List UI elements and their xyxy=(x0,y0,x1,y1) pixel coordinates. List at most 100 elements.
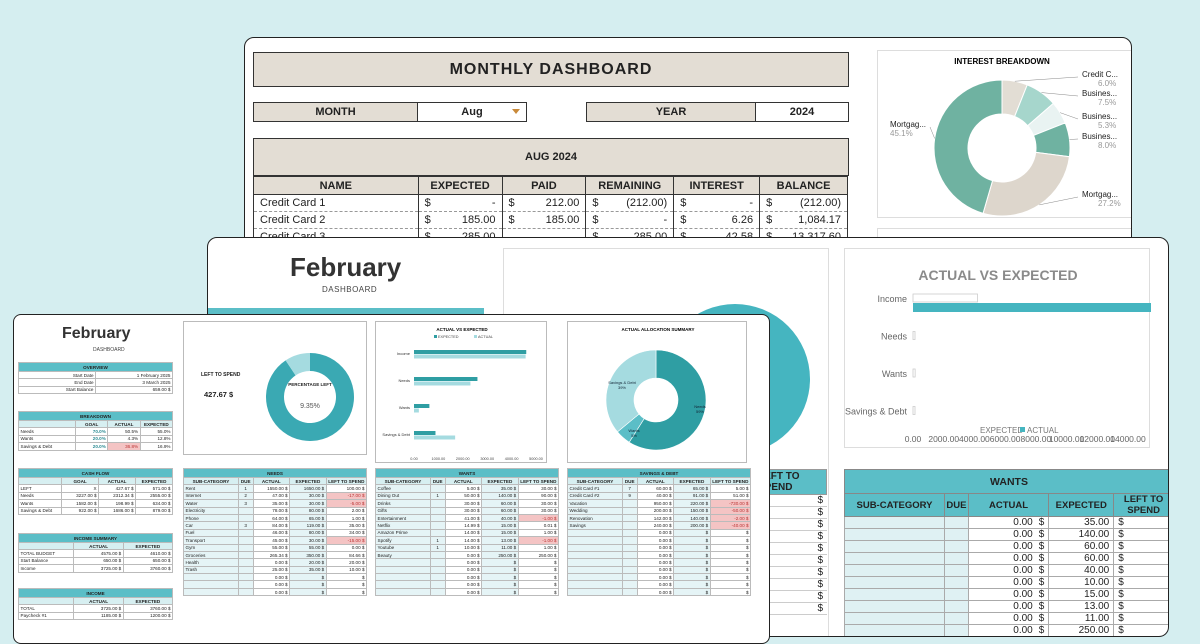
wants-subcategory[interactable]: Youtube xyxy=(375,543,431,552)
savings-expected[interactable]: $ xyxy=(673,536,711,545)
savings-subcategory[interactable] xyxy=(567,536,623,545)
savings-expected[interactable]: 150.00 $ xyxy=(673,506,711,515)
table-row[interactable]: TOTAL BUDGET 4575.00 $4610.00 $ xyxy=(17,549,174,558)
needs-due[interactable] xyxy=(237,536,254,545)
table-row[interactable]: Renovation 142.00 $140.00 $ -2.00 $ xyxy=(567,513,752,523)
large-wants-subcategory[interactable] xyxy=(843,612,946,625)
wants-subcategory[interactable] xyxy=(375,558,431,567)
savings-expected[interactable]: $ xyxy=(673,587,711,597)
savings-expected[interactable]: $ xyxy=(673,573,711,582)
wants-expected[interactable]: $ xyxy=(481,573,519,582)
savings-subcategory[interactable]: Renovation xyxy=(567,513,623,523)
needs-subcategory[interactable]: Trash xyxy=(183,565,239,575)
table-row[interactable]: Spotify 1 14.00 $13.00 $ -1.00 $ xyxy=(375,536,560,545)
wants-subcategory[interactable] xyxy=(375,565,431,575)
savings-subcategory[interactable]: Wedding xyxy=(567,506,623,515)
needs-due[interactable] xyxy=(237,573,254,582)
needs-expected[interactable]: 119.00 $ xyxy=(289,521,327,530)
table-row[interactable]: Savings & Debt 20.0% 36.8% 16.9% xyxy=(18,442,174,451)
needs-subcategory[interactable]: Groceries xyxy=(183,550,239,560)
needs-due[interactable] xyxy=(237,506,254,515)
wants-expected[interactable]: 250.00 $ xyxy=(481,550,519,560)
savings-subcategory[interactable] xyxy=(567,543,623,552)
table-row[interactable]: Coffee 5.00 $35.00 $30.00 $ xyxy=(375,484,560,493)
savings-due[interactable] xyxy=(621,573,638,582)
table-row[interactable]: Transport 45.00 $30.00 $ -15.00 $ xyxy=(183,536,368,545)
wants-due[interactable]: 1 xyxy=(429,491,446,501)
large-wants-subcategory[interactable] xyxy=(843,600,946,613)
table-row[interactable]: 0.00 $ $ $ xyxy=(567,573,752,582)
table-row[interactable]: Phone 64.00 $65.00 $1.00 $ xyxy=(183,513,368,523)
table-row[interactable]: Amazon Prime 14.00 $15.00 $1.00 $ xyxy=(375,528,560,538)
needs-expected[interactable]: 30.00 $ xyxy=(289,491,327,501)
needs-subcategory[interactable]: Health xyxy=(183,558,239,567)
table-row[interactable]: 0.00 $ $ $ xyxy=(183,587,368,597)
needs-subcategory[interactable]: Transport xyxy=(183,536,239,545)
needs-subcategory[interactable]: Phone xyxy=(183,513,239,523)
table-row[interactable]: 0.00 $ $ $ xyxy=(183,580,368,589)
wants-subcategory[interactable]: Entertainment xyxy=(375,513,431,523)
needs-subcategory[interactable] xyxy=(183,573,239,582)
savings-expected[interactable]: 140.00 $ xyxy=(673,513,711,523)
wants-expected[interactable]: $ xyxy=(481,580,519,589)
table-row[interactable]: Trash 25.00 $35.00 $10.00 $ xyxy=(183,565,368,575)
needs-expected[interactable]: 80.00 $ xyxy=(289,506,327,515)
wants-subcategory[interactable]: Drinks xyxy=(375,499,431,508)
wants-subcategory[interactable]: Coffee xyxy=(375,484,431,493)
table-row[interactable]: Health 0.00 $20.00 $20.00 $ xyxy=(183,558,368,567)
needs-expected[interactable]: 30.00 $ xyxy=(289,499,327,508)
needs-expected[interactable]: 20.00 $ xyxy=(289,558,327,567)
wants-due[interactable] xyxy=(429,580,446,589)
needs-subcategory[interactable]: Gym xyxy=(183,543,239,552)
savings-expected[interactable]: $ xyxy=(673,528,711,538)
year-field[interactable]: 2024 xyxy=(755,102,849,122)
needs-subcategory[interactable]: Car xyxy=(183,521,239,530)
large-wants-due[interactable] xyxy=(944,624,969,636)
wants-due[interactable] xyxy=(429,550,446,560)
table-row[interactable]: Dining Out 1 50.00 $140.00 $90.00 $ xyxy=(375,491,560,501)
savings-expected[interactable]: $ xyxy=(673,580,711,589)
savings-expected[interactable]: 200.00 $ xyxy=(673,521,711,530)
needs-subcategory[interactable] xyxy=(183,580,239,589)
table-row[interactable]: 0.00 $35.00 $ xyxy=(843,516,1168,529)
needs-due[interactable]: 3 xyxy=(237,499,254,508)
table-row[interactable]: Credit Card 2 $185.00 $185.00 $ - $6.26 $1,084… xyxy=(253,211,848,229)
table-row[interactable]: 0.00 $ $ $ xyxy=(567,550,752,560)
table-row[interactable]: 0.00 $ $ $ xyxy=(567,587,752,597)
table-row[interactable]: 0.00 $ $ $ xyxy=(567,580,752,589)
table-row[interactable]: 0.00 $140.00 $ xyxy=(843,528,1168,541)
table-row[interactable]: 0.00 $10.00 $ xyxy=(843,576,1168,589)
wants-due[interactable] xyxy=(429,521,446,530)
savings-due[interactable] xyxy=(621,528,638,538)
large-wants-due[interactable] xyxy=(944,612,969,625)
month-select[interactable]: Aug xyxy=(417,102,527,122)
needs-due[interactable] xyxy=(237,543,254,552)
savings-due[interactable] xyxy=(621,587,638,597)
savings-subcategory[interactable] xyxy=(567,528,623,538)
table-row[interactable]: 0.00 $13.00 $ xyxy=(843,600,1168,613)
needs-expected[interactable]: 55.00 $ xyxy=(289,543,327,552)
wants-expected[interactable]: 15.00 $ xyxy=(481,528,519,538)
savings-subcategory[interactable]: Savings xyxy=(567,521,623,530)
needs-expected[interactable]: $ xyxy=(289,580,327,589)
needs-due[interactable] xyxy=(237,550,254,560)
savings-due[interactable] xyxy=(621,513,638,523)
wants-expected[interactable]: 13.00 $ xyxy=(481,536,519,545)
wants-expected[interactable]: 35.00 $ xyxy=(481,484,519,493)
needs-expected[interactable]: 65.00 $ xyxy=(289,513,327,523)
needs-expected[interactable]: 30.00 $ xyxy=(289,536,327,545)
table-row[interactable]: 0.00 $11.00 $ xyxy=(843,612,1168,625)
needs-expected[interactable]: 1650.00 $ xyxy=(289,484,327,493)
table-row[interactable]: Internet 2 47.00 $30.00 $ -17.00 $ xyxy=(183,491,368,501)
wants-expected[interactable]: $ xyxy=(481,558,519,567)
table-row[interactable]: Savings & Debt 922.00 $1686.00 $879.00 $ xyxy=(17,506,173,515)
table-row[interactable]: Start Date 1 February 2025 xyxy=(18,370,173,380)
table-row[interactable]: 0.00 $ $ $ xyxy=(375,558,560,567)
table-row[interactable]: Water 3 35.00 $30.00 $ -5.00 $ xyxy=(183,499,368,508)
wants-subcategory[interactable]: Beauty xyxy=(375,550,431,560)
large-wants-subcategory[interactable] xyxy=(843,552,946,565)
savings-subcategory[interactable] xyxy=(567,573,623,582)
large-wants-due[interactable] xyxy=(944,564,969,577)
table-row[interactable]: Rent 1 1550.00 $1650.00 $100.00 $ xyxy=(183,484,368,493)
table-row[interactable]: 0.00 $60.00 $ xyxy=(843,540,1168,553)
